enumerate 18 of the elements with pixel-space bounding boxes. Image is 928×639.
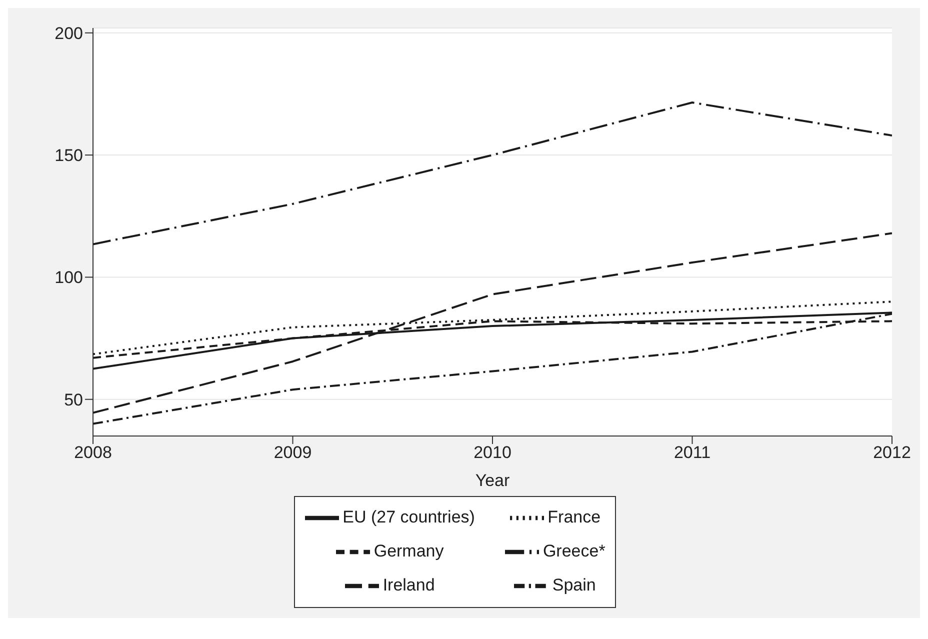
y-tick-label: 150 <box>54 146 83 166</box>
legend-label: France <box>548 507 601 526</box>
y-tick-label: 100 <box>54 268 83 288</box>
legend-label: EU (27 countries) <box>342 507 475 526</box>
y-tick-label: 200 <box>54 24 83 43</box>
x-tick-label: 2009 <box>274 443 312 462</box>
line-series <box>93 232 892 414</box>
legend-label: Greece* <box>542 541 606 560</box>
y-tick-label: 50 <box>64 390 83 410</box>
legend-label: Spain <box>552 575 596 594</box>
line-series <box>93 102 892 246</box>
x-tick-label: 2010 <box>474 443 512 462</box>
legend-label: Germany <box>374 541 444 560</box>
x-axis-title: Year <box>475 471 510 490</box>
x-tick-label: 2011 <box>674 443 711 462</box>
x-tick-label: 2008 <box>74 443 112 462</box>
x-tick-label: 2012 <box>873 443 911 462</box>
legend-label: Ireland <box>382 575 435 594</box>
